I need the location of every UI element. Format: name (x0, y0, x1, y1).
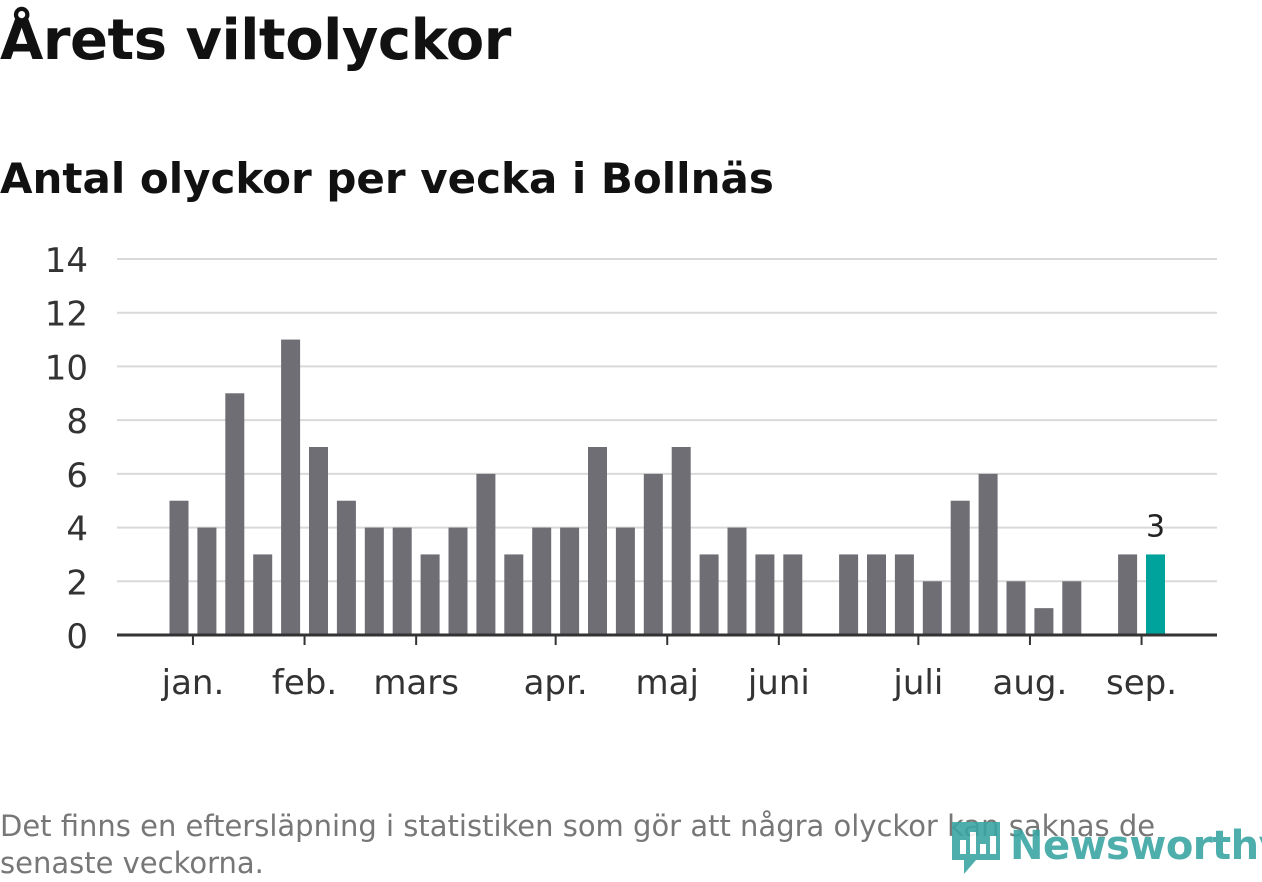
x-tick-label: apr. (524, 663, 588, 703)
bar (1006, 581, 1026, 635)
bar (532, 527, 552, 635)
bar (336, 500, 356, 635)
x-tick-label: maj (636, 663, 699, 703)
bar (978, 473, 998, 635)
bar (699, 554, 719, 635)
bar (727, 527, 747, 635)
x-tick-label: juni (747, 663, 810, 703)
x-tick-label: mars (373, 663, 459, 703)
bar (281, 339, 301, 635)
bar (615, 527, 635, 635)
y-tick-label: 8 (66, 402, 88, 442)
chart-subtitle: Antal olyckor per vecka i Bollnäs (0, 154, 774, 203)
chart-title: Årets viltolyckor (0, 8, 511, 73)
newsworthy-logo-text: Newsworthy (1010, 823, 1262, 869)
bar-highlight (1146, 554, 1165, 635)
bar (588, 447, 607, 635)
y-tick-label: 2 (66, 563, 88, 603)
y-tick-label: 0 (66, 617, 88, 657)
data-label: 3 (1146, 509, 1165, 544)
newsworthy-logo: Newsworthy (950, 816, 1262, 876)
y-tick-label: 14 (45, 241, 88, 281)
bar (197, 527, 217, 635)
y-tick-label: 10 (45, 348, 88, 388)
bar (783, 554, 803, 635)
bar (671, 447, 691, 635)
bar (755, 554, 775, 635)
x-tick-label: sep. (1106, 663, 1177, 703)
x-tick-label: aug. (993, 663, 1068, 703)
bar (309, 447, 328, 635)
bar (364, 527, 384, 635)
x-tick-label: feb. (272, 663, 337, 703)
bar (1118, 554, 1138, 635)
y-tick-label: 6 (66, 456, 88, 496)
bar (392, 527, 412, 635)
bar (560, 527, 580, 635)
y-tick-label: 4 (66, 510, 88, 550)
bar (448, 527, 468, 635)
bar (867, 554, 886, 635)
y-tick-label: 12 (45, 295, 88, 335)
bar (420, 554, 440, 635)
bar (894, 554, 914, 635)
bar (1062, 581, 1082, 635)
bar (476, 473, 496, 635)
bar (643, 473, 663, 635)
bar (225, 393, 245, 635)
bar (253, 554, 273, 635)
bar (922, 581, 942, 635)
x-tick-label: juli (892, 663, 943, 703)
bar (950, 500, 970, 635)
x-tick-label: jan. (161, 663, 225, 703)
bar (169, 500, 189, 635)
newsworthy-logo-icon (952, 822, 1000, 874)
bar (1034, 608, 1054, 635)
bar (504, 554, 524, 635)
bar (839, 554, 859, 635)
